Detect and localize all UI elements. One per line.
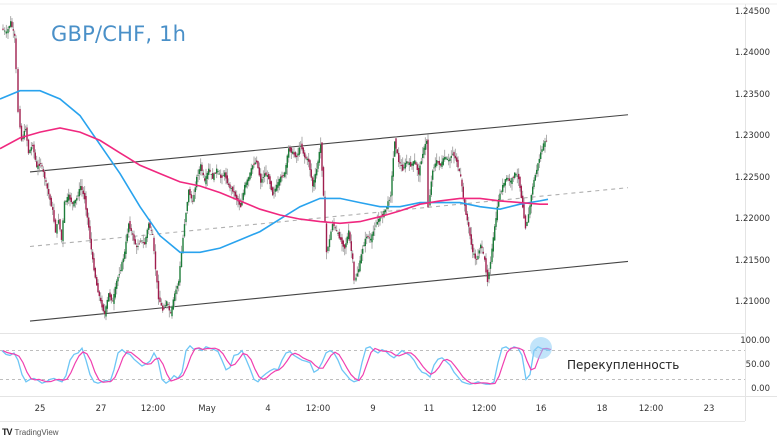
time-tick: 11 <box>423 404 435 414</box>
time-tick: 9 <box>370 404 376 414</box>
time-tick: 12:00 <box>638 404 664 414</box>
tradingview-brand: TradingView <box>14 427 59 437</box>
ma-slow-line <box>0 127 548 225</box>
stoch-d-line <box>2 347 552 385</box>
price-tick: 1.21500 <box>734 255 770 266</box>
price-tick: 1.21000 <box>734 297 770 307</box>
stoch-tick: 0.00 <box>751 384 770 394</box>
channel-upper[interactable] <box>29 114 629 173</box>
time-tick: 16 <box>535 404 547 414</box>
price-tick: 1.22000 <box>734 214 770 225</box>
tradingview-logo-icon: TV <box>2 427 12 437</box>
overbought-circle <box>530 337 552 359</box>
price-tick: 1.23000 <box>734 131 770 142</box>
stoch-tick: 100.00 <box>740 336 770 346</box>
time-tick: 4 <box>265 404 271 414</box>
time-tick: 12:00 <box>140 404 166 414</box>
time-tick: 23 <box>703 404 715 414</box>
price-tick: 1.24500 <box>734 7 770 17</box>
price-tick: 1.22500 <box>734 172 770 183</box>
price-tick: 1.24000 <box>734 48 770 59</box>
moving-averages <box>0 89 549 254</box>
stochastic-oscillator <box>0 344 745 385</box>
overbought-annotation: Перекупленность <box>567 358 680 372</box>
ma-fast-line <box>0 89 549 254</box>
time-tick: May <box>198 404 216 414</box>
time-tick: 12:00 <box>305 404 331 414</box>
tradingview-logo: TV TradingView <box>2 427 59 437</box>
time-tick: 12:00 <box>471 404 497 414</box>
stoch-k-line <box>1 344 551 385</box>
candlestick-series <box>2 16 548 321</box>
time-tick: 18 <box>596 404 608 414</box>
price-tick: 1.23500 <box>734 89 770 100</box>
time-tick: 27 <box>95 404 107 414</box>
overbought-highlight <box>530 337 552 359</box>
stoch-tick: 50.00 <box>745 360 770 370</box>
price-channel[interactable] <box>29 114 629 322</box>
time-tick: 25 <box>34 404 46 414</box>
channel-lower[interactable] <box>29 260 629 322</box>
chart-title: GBP/CHF, 1h <box>51 22 187 46</box>
